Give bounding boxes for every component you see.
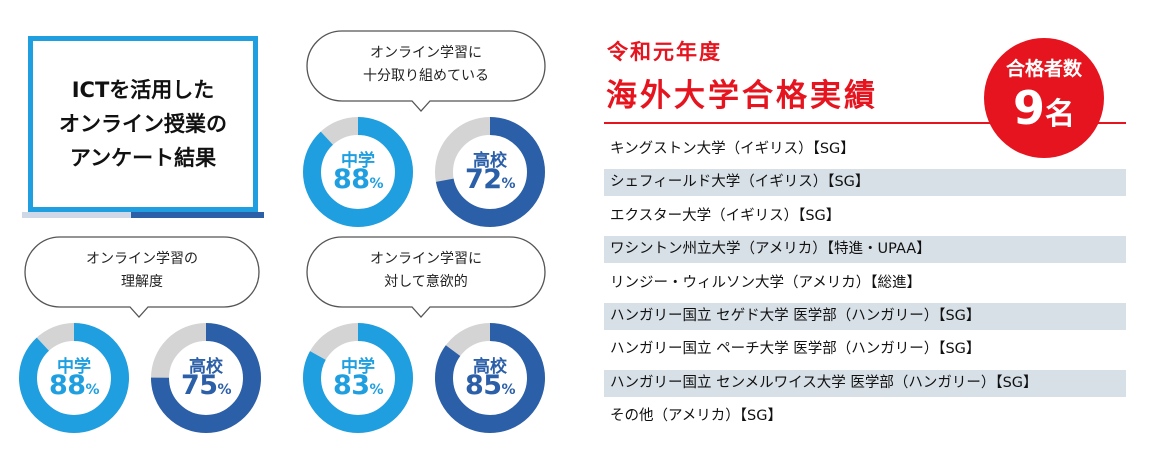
badge-count-line: 9名: [984, 80, 1104, 143]
donut-group-label: 中学: [341, 357, 375, 377]
donut-value-arc: [303, 117, 413, 227]
donut-value-unit: %: [501, 382, 516, 398]
survey-title-line: オンライン授業の: [59, 112, 227, 136]
donut-value-number: 75: [180, 370, 218, 401]
donut-value-unit: %: [369, 176, 384, 192]
heading-divider: [604, 122, 1126, 124]
donut-value-unit: %: [369, 382, 384, 398]
donut-ring: [151, 323, 261, 433]
donut-ring: [303, 117, 413, 227]
results-heading-title: 海外大学合格実績: [606, 78, 878, 114]
donut-value-number: 72: [464, 164, 502, 195]
question-line: オンライン学習に: [370, 251, 482, 267]
donut-value-number: 85: [464, 370, 502, 401]
donut-junior-high-q1: 中学 88%: [302, 116, 414, 228]
donut-value-arc: [435, 117, 545, 227]
donut-value-label: 88%: [18, 370, 130, 401]
donut-value-arc: [303, 323, 413, 433]
badge-unit: 名: [1045, 97, 1075, 132]
university-item: キングストン大学（イギリス）【SG】: [610, 141, 855, 157]
donut-value-unit: %: [85, 382, 100, 398]
donut-high-school-q1: 高校 72%: [434, 116, 546, 228]
university-item: シェフィールド大学（イギリス）【SG】: [604, 169, 1126, 197]
survey-title-line: アンケート結果: [69, 146, 217, 170]
bubble-shape: [306, 236, 546, 318]
results-heading-year: 令和元年度: [607, 40, 722, 64]
donut-ring: [303, 323, 413, 433]
question-line: オンライン学習の: [86, 251, 198, 267]
donut-group-label: 高校: [473, 151, 507, 171]
donut-ring: [435, 117, 545, 227]
donut-value-label: 85%: [434, 370, 546, 401]
donut-value-label: 88%: [302, 164, 414, 195]
donut-group-label: 中学: [341, 151, 375, 171]
donut-value-arc: [435, 323, 545, 433]
university-item: ワシントン州立大学（アメリカ）【特進・UPAA】: [604, 236, 1126, 264]
donut-value-label: 83%: [302, 370, 414, 401]
donut-high-school-q2: 高校 75%: [150, 322, 262, 434]
title-box-stripe: [22, 212, 264, 218]
question-line: 対して意欲的: [384, 274, 468, 290]
donut-value-label: 75%: [150, 370, 262, 401]
donut-ring: [435, 323, 545, 433]
donut-value-arc: [151, 323, 261, 433]
acceptance-count-badge: 合格者数 9名: [984, 38, 1104, 158]
question-line: オンライン学習に: [370, 45, 482, 61]
donut-junior-high-q3: 中学 83%: [302, 322, 414, 434]
donut-value-arc: [19, 323, 129, 433]
donut-value-number: 88: [48, 370, 86, 401]
donut-value-unit: %: [501, 176, 516, 192]
university-item: エクスター大学（イギリス）【SG】: [610, 207, 841, 224]
question-bubble: オンライン学習の 理解度: [24, 236, 260, 318]
donut-ring: [19, 323, 129, 433]
donut-value-unit: %: [217, 382, 232, 398]
bubble-shape: [306, 30, 546, 112]
badge-count: 9: [1012, 81, 1045, 135]
university-item: ハンガリー国立 ペーチ大学 医学部（ハンガリー）【SG】: [610, 341, 981, 358]
donut-group-label: 高校: [189, 357, 223, 377]
donut-group-label: 中学: [57, 357, 91, 377]
question-line: 理解度: [121, 274, 163, 290]
bubble-shape: [24, 236, 260, 318]
badge-label: 合格者数: [1005, 58, 1082, 80]
donut-group-label: 高校: [473, 357, 507, 377]
university-item: ハンガリー国立 センメルワイス大学 医学部（ハンガリー）【SG】: [604, 369, 1126, 397]
university-item: ハンガリー国立 セゲド大学 医学部（ハンガリー）【SG】: [604, 302, 1126, 330]
donut-junior-high-q2: 中学 88%: [18, 322, 130, 434]
donut-value-number: 88: [332, 164, 370, 195]
survey-title-box: ICTを活用した オンライン授業の アンケート結果: [28, 36, 258, 212]
donut-value-label: 72%: [434, 164, 546, 195]
question-bubble: オンライン学習に 対して意欲的: [306, 236, 546, 318]
university-list: キングストン大学（イギリス）【SG】 シェフィールド大学（イギリス）【SG】 エ…: [604, 136, 1126, 437]
question-line: 十分取り組めている: [363, 68, 489, 84]
survey-title-line: ICTを活用した: [71, 78, 215, 102]
university-item: リンジー・ウィルソン大学（アメリカ）【総進】: [610, 274, 922, 291]
university-item: その他（アメリカ）【SG】: [610, 408, 782, 425]
question-bubble: オンライン学習に 十分取り組めている: [306, 30, 546, 112]
donut-high-school-q3: 高校 85%: [434, 322, 546, 434]
donut-value-number: 83: [332, 370, 370, 401]
